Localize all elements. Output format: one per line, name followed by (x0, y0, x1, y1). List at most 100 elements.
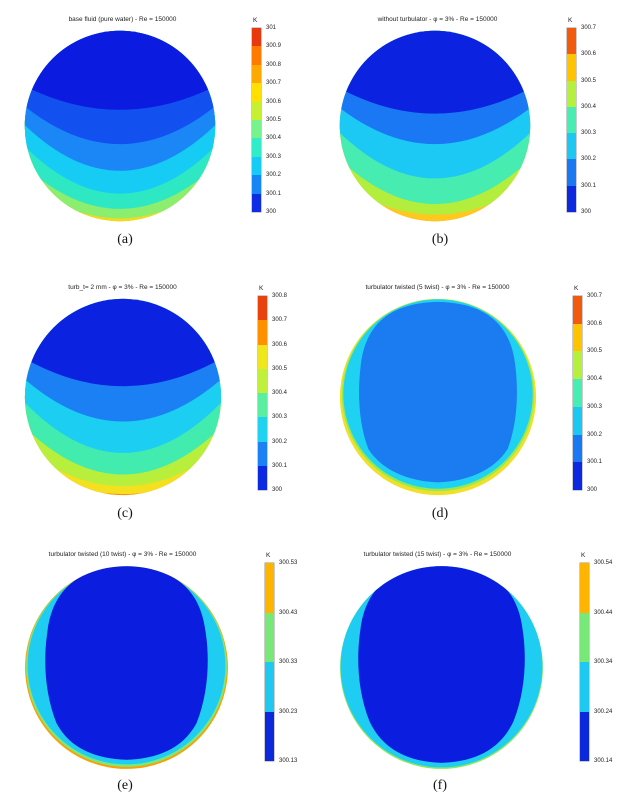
colorbar-tick-label: 300.13 (279, 758, 298, 764)
subplot-e: turbulator twisted (10 twist) - φ = 3% -… (0, 535, 315, 810)
subplot-b: without turbulator - φ = 3% - Re = 15000… (315, 0, 631, 268)
colorbar-tick-label: 300.1 (581, 182, 597, 189)
colorbar-tick-label: 300.24 (594, 708, 613, 715)
colorbar-tick-label: 300.6 (587, 320, 603, 327)
colorbar-tick-label: 300.4 (587, 376, 603, 383)
subplot-e-title: turbulator twisted (10 twist) - φ = 3% -… (48, 551, 197, 558)
colorbar-tick-label: 300.54 (594, 560, 613, 566)
colorbar-tick-label: 300.5 (587, 348, 603, 355)
colorbar-ticks: 300.7 300.6 300.5 300.4 300.3 300.2 300.1 300 (581, 25, 615, 215)
colorbar-segment (567, 185, 576, 212)
colorbar-tick-label: 300.1 (587, 459, 603, 466)
colorbar-segment (573, 379, 582, 407)
colorbar-tick-label: 300.8 (272, 293, 288, 299)
colorbar-tick-label: 300.4 (266, 135, 282, 142)
colorbar-unit-label: K (259, 285, 264, 292)
colorbar-ticks: 300.53 300.43 300.33 300.23 300.13 (279, 560, 313, 764)
subplot-d-title: turbulator twisted (5 twist) - φ = 3% - … (365, 284, 510, 291)
colorbar-segment (567, 159, 576, 186)
contour-plot-e (25, 566, 228, 769)
colorbar-segment (252, 28, 261, 47)
colorbar-tick-label: 300.7 (587, 293, 603, 299)
colorbar-tick-label: 300.44 (594, 609, 613, 616)
colorbar-unit-label: K (253, 17, 258, 24)
colorbar-tick-label: 300.7 (272, 317, 288, 324)
subplot-e-caption: (e) (117, 778, 133, 793)
colorbar-segment (252, 193, 261, 213)
colorbar-tick-label: 300.5 (266, 117, 282, 123)
colorbar-segment (580, 563, 589, 613)
colorbar-tick-label: 300 (587, 487, 598, 493)
colorbar-bar (567, 28, 576, 212)
colorbar-tick-label: 300.5 (272, 365, 288, 372)
subplot-c-title: turb_t= 2 mm - φ = 3% - Re = 150000 (68, 284, 177, 291)
colorbar-unit-label: K (266, 552, 271, 559)
colorbar-tick-label: 300 (272, 487, 283, 493)
colorbar-tick-label: 300.6 (272, 341, 288, 348)
subplot-a: base fluid (pure water) - Re = 150000 K (0, 0, 315, 268)
colorbar-segment (567, 133, 576, 160)
contour-plot-c (24, 298, 222, 496)
colorbar-segment (258, 393, 267, 418)
colorbar-segment (573, 434, 582, 463)
contour-band (359, 301, 517, 483)
colorbar-bar (265, 563, 274, 761)
subplot-f-title: turbulator twisted (15 twist) - φ = 3% -… (363, 551, 512, 558)
colorbar-segment (258, 296, 267, 321)
colorbar-bar (580, 563, 589, 761)
colorbar-segment (252, 64, 261, 84)
contour-plot-f (340, 566, 543, 769)
contour-band (358, 566, 525, 763)
colorbar-segment (258, 441, 267, 466)
colorbar-tick-label: 300.6 (266, 98, 282, 105)
colorbar-bar (258, 296, 267, 490)
colorbar-segment (580, 612, 589, 662)
colorbar-segment (567, 80, 576, 107)
colorbar-segment (265, 662, 274, 712)
subplot-c: turb_t= 2 mm - φ = 3% - Re = 150000 K (0, 268, 315, 535)
colorbar-segment (258, 344, 267, 369)
colorbar-tick-label: 300 (581, 209, 592, 215)
colorbar-bar (573, 296, 582, 491)
contour-plot-d (339, 298, 537, 496)
colorbar-tick-label: 300.53 (279, 560, 298, 566)
colorbar-segment (567, 54, 576, 81)
colorbar-ticks: 300.8 300.7 300.6 300.5 300.4 300.3 300.2 300.1… (272, 293, 306, 493)
colorbar-segment (252, 156, 261, 176)
colorbar-tick-label: 300.1 (266, 190, 282, 197)
colorbar-tick-label: 300.2 (272, 438, 288, 445)
colorbar-tick-label: 300.34 (594, 659, 613, 665)
colorbar-segment (265, 612, 274, 662)
colorbar-a: K 301 300.9 300.8 300.7 300.6 300.5 300.4 300.3… (252, 17, 281, 215)
colorbar-segment (252, 175, 261, 194)
colorbar-tick-label: 300.4 (272, 390, 288, 396)
colorbar-segment (580, 662, 589, 712)
colorbar-b: K 300.7 300.6 300.5 300.4 300.3 300.2 300.1 300 (567, 17, 596, 215)
colorbar-tick-label: 300.33 (279, 659, 298, 665)
colorbar-segment (573, 323, 582, 352)
colorbar-tick-label: 300.14 (594, 758, 613, 764)
colorbar-unit-label: K (581, 552, 586, 559)
colorbar-tick-label: 300.8 (266, 61, 282, 68)
colorbar-unit-label: K (574, 285, 579, 292)
colorbar-segment (258, 465, 267, 490)
colorbar-e: K 300.53 300.43 300.33 300.23 300.13 (265, 552, 297, 764)
colorbar-segment (252, 101, 261, 121)
colorbar-f: K 300.54 300.44 300.34 300.24 300.14 (580, 552, 612, 764)
colorbar-d: K 300.7 300.6 300.5 300.4 300.3 300.2 300.1 300 (573, 285, 602, 493)
subplot-f-caption: (f) (433, 778, 447, 793)
subplot-a-caption: (a) (117, 232, 133, 247)
colorbar-tick-label: 300.7 (581, 25, 597, 31)
subplot-d: turbulator twisted (5 twist) - φ = 3% - … (315, 268, 631, 535)
colorbar-tick-label: 300.43 (279, 609, 298, 616)
colorbar-tick-label: 300.3 (266, 153, 282, 160)
colorbar-tick-label: 300.3 (587, 403, 603, 410)
colorbar-segment (265, 711, 274, 761)
colorbar-tick-label: 300.1 (272, 462, 288, 469)
subplot-a-title: base fluid (pure water) - Re = 150000 (68, 16, 177, 23)
colorbar-segment (573, 296, 582, 324)
colorbar-ticks: 300.7 300.6 300.5 300.4 300.3 300.2 300.1 300 (587, 293, 621, 493)
subplot-b-caption: (b) (431, 232, 449, 247)
colorbar-tick-label: 300.7 (266, 80, 282, 87)
